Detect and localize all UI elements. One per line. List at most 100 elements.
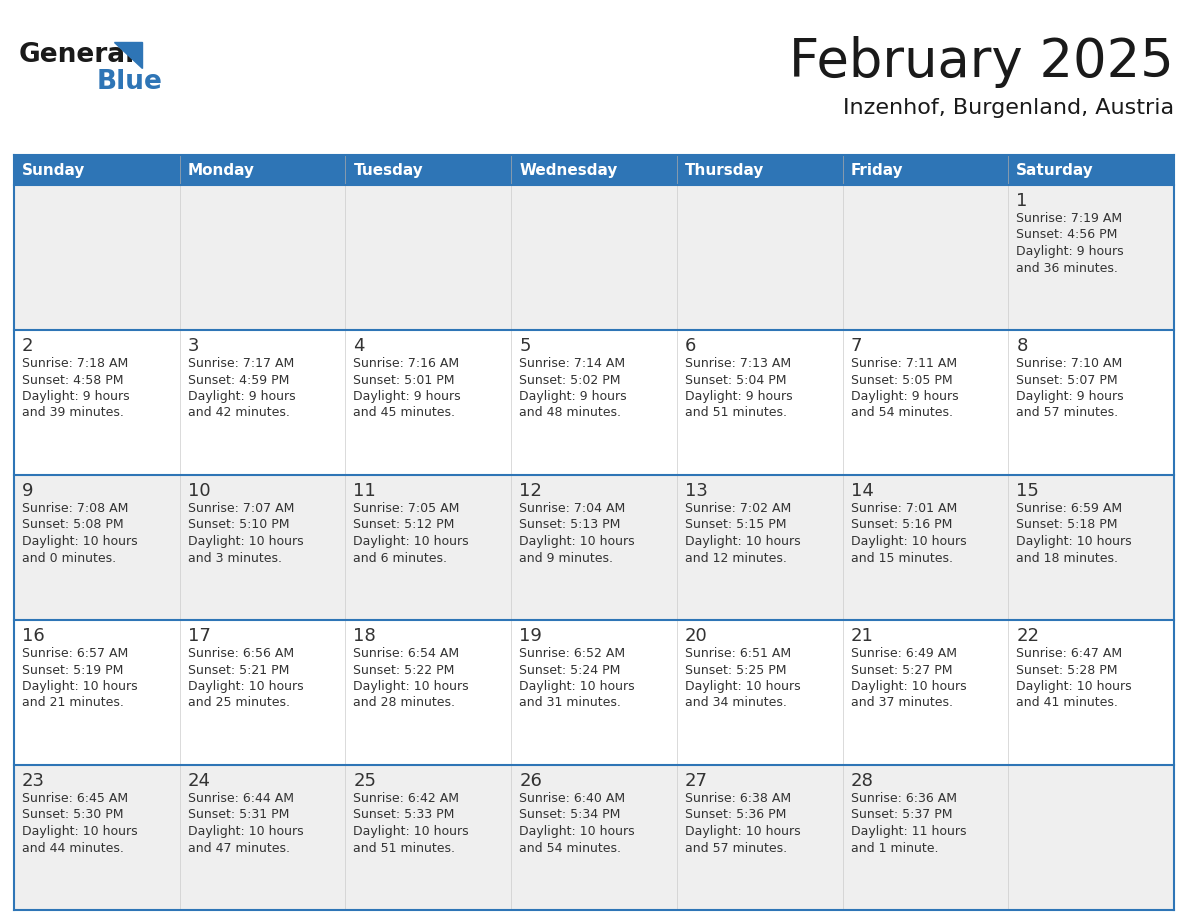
Text: Daylight: 9 hours: Daylight: 9 hours xyxy=(23,390,129,403)
Text: 18: 18 xyxy=(353,627,377,645)
Bar xyxy=(677,765,842,910)
Text: Daylight: 10 hours: Daylight: 10 hours xyxy=(684,680,801,693)
Bar xyxy=(14,765,179,910)
Bar xyxy=(842,475,1009,620)
Text: Sunset: 5:34 PM: Sunset: 5:34 PM xyxy=(519,809,620,822)
Text: 12: 12 xyxy=(519,482,542,500)
Text: Daylight: 10 hours: Daylight: 10 hours xyxy=(188,535,303,548)
Text: Daylight: 9 hours: Daylight: 9 hours xyxy=(188,390,296,403)
Text: 14: 14 xyxy=(851,482,873,500)
Polygon shape xyxy=(114,42,143,68)
Text: 13: 13 xyxy=(684,482,708,500)
Text: Sunset: 4:56 PM: Sunset: 4:56 PM xyxy=(1016,229,1118,241)
Text: 17: 17 xyxy=(188,627,210,645)
Text: Sunset: 5:31 PM: Sunset: 5:31 PM xyxy=(188,809,289,822)
Text: Daylight: 10 hours: Daylight: 10 hours xyxy=(1016,680,1132,693)
Text: 9: 9 xyxy=(23,482,33,500)
Text: Sunrise: 7:16 AM: Sunrise: 7:16 AM xyxy=(353,357,460,370)
Text: and 48 minutes.: and 48 minutes. xyxy=(519,407,621,420)
Text: Sunrise: 7:02 AM: Sunrise: 7:02 AM xyxy=(684,502,791,515)
Text: 6: 6 xyxy=(684,337,696,355)
Text: Sunset: 5:04 PM: Sunset: 5:04 PM xyxy=(684,374,786,386)
Text: 28: 28 xyxy=(851,772,873,790)
Text: Sunrise: 7:14 AM: Sunrise: 7:14 AM xyxy=(519,357,625,370)
Text: Sunrise: 7:04 AM: Sunrise: 7:04 AM xyxy=(519,502,625,515)
Text: Daylight: 10 hours: Daylight: 10 hours xyxy=(684,825,801,838)
Text: and 51 minutes.: and 51 minutes. xyxy=(353,842,455,855)
Text: 25: 25 xyxy=(353,772,377,790)
Text: 3: 3 xyxy=(188,337,200,355)
Text: and 42 minutes.: and 42 minutes. xyxy=(188,407,290,420)
Text: 27: 27 xyxy=(684,772,708,790)
Bar xyxy=(1009,765,1174,910)
Text: Sunset: 5:07 PM: Sunset: 5:07 PM xyxy=(1016,374,1118,386)
Text: and 54 minutes.: and 54 minutes. xyxy=(851,407,953,420)
Text: Wednesday: Wednesday xyxy=(519,162,618,177)
Text: and 3 minutes.: and 3 minutes. xyxy=(188,552,282,565)
Text: 24: 24 xyxy=(188,772,210,790)
Text: Daylight: 9 hours: Daylight: 9 hours xyxy=(1016,245,1124,258)
Text: and 39 minutes.: and 39 minutes. xyxy=(23,407,124,420)
Text: Daylight: 10 hours: Daylight: 10 hours xyxy=(188,825,303,838)
Text: Blue: Blue xyxy=(97,69,163,95)
Text: and 25 minutes.: and 25 minutes. xyxy=(188,697,290,710)
Text: 1: 1 xyxy=(1016,192,1028,210)
Text: Daylight: 10 hours: Daylight: 10 hours xyxy=(519,825,634,838)
Text: Sunrise: 6:52 AM: Sunrise: 6:52 AM xyxy=(519,647,625,660)
Text: Daylight: 10 hours: Daylight: 10 hours xyxy=(23,535,138,548)
Text: and 18 minutes.: and 18 minutes. xyxy=(1016,552,1118,565)
Bar xyxy=(1009,330,1174,475)
Text: Sunset: 4:58 PM: Sunset: 4:58 PM xyxy=(23,374,124,386)
Text: and 37 minutes.: and 37 minutes. xyxy=(851,697,953,710)
Text: Daylight: 10 hours: Daylight: 10 hours xyxy=(851,535,966,548)
Bar xyxy=(511,185,677,330)
Text: Daylight: 10 hours: Daylight: 10 hours xyxy=(23,825,138,838)
Text: 23: 23 xyxy=(23,772,45,790)
Text: Sunset: 5:22 PM: Sunset: 5:22 PM xyxy=(353,664,455,677)
Text: 11: 11 xyxy=(353,482,377,500)
Text: Sunrise: 6:44 AM: Sunrise: 6:44 AM xyxy=(188,792,293,805)
Text: Sunrise: 7:19 AM: Sunrise: 7:19 AM xyxy=(1016,212,1123,225)
Bar xyxy=(1009,620,1174,765)
Bar xyxy=(1009,185,1174,330)
Text: Sunset: 5:08 PM: Sunset: 5:08 PM xyxy=(23,519,124,532)
Text: Sunrise: 7:01 AM: Sunrise: 7:01 AM xyxy=(851,502,956,515)
Text: Sunset: 5:28 PM: Sunset: 5:28 PM xyxy=(1016,664,1118,677)
Text: Thursday: Thursday xyxy=(684,162,764,177)
Text: Sunrise: 6:49 AM: Sunrise: 6:49 AM xyxy=(851,647,956,660)
Text: Daylight: 9 hours: Daylight: 9 hours xyxy=(684,390,792,403)
Text: Sunset: 5:02 PM: Sunset: 5:02 PM xyxy=(519,374,620,386)
Text: and 28 minutes.: and 28 minutes. xyxy=(353,697,455,710)
Text: Daylight: 10 hours: Daylight: 10 hours xyxy=(23,680,138,693)
Text: Sunrise: 6:40 AM: Sunrise: 6:40 AM xyxy=(519,792,625,805)
Text: Sunset: 5:12 PM: Sunset: 5:12 PM xyxy=(353,519,455,532)
Bar xyxy=(14,185,179,330)
Bar xyxy=(14,330,179,475)
Text: and 36 minutes.: and 36 minutes. xyxy=(1016,262,1118,274)
Text: and 31 minutes.: and 31 minutes. xyxy=(519,697,621,710)
Text: Sunset: 5:01 PM: Sunset: 5:01 PM xyxy=(353,374,455,386)
Text: Daylight: 10 hours: Daylight: 10 hours xyxy=(684,535,801,548)
Text: and 21 minutes.: and 21 minutes. xyxy=(23,697,124,710)
Bar xyxy=(179,330,346,475)
Text: 19: 19 xyxy=(519,627,542,645)
Bar xyxy=(842,330,1009,475)
Text: Sunrise: 6:54 AM: Sunrise: 6:54 AM xyxy=(353,647,460,660)
Text: Sunrise: 6:45 AM: Sunrise: 6:45 AM xyxy=(23,792,128,805)
Bar xyxy=(511,765,677,910)
Text: Sunrise: 7:10 AM: Sunrise: 7:10 AM xyxy=(1016,357,1123,370)
Bar xyxy=(179,185,346,330)
Bar xyxy=(842,185,1009,330)
Text: Daylight: 10 hours: Daylight: 10 hours xyxy=(1016,535,1132,548)
Text: 5: 5 xyxy=(519,337,531,355)
Text: Sunset: 5:27 PM: Sunset: 5:27 PM xyxy=(851,664,952,677)
Text: 26: 26 xyxy=(519,772,542,790)
Text: Daylight: 10 hours: Daylight: 10 hours xyxy=(353,680,469,693)
Text: and 44 minutes.: and 44 minutes. xyxy=(23,842,124,855)
Text: Sunrise: 6:51 AM: Sunrise: 6:51 AM xyxy=(684,647,791,660)
Text: and 41 minutes.: and 41 minutes. xyxy=(1016,697,1118,710)
Text: Daylight: 10 hours: Daylight: 10 hours xyxy=(188,680,303,693)
Bar xyxy=(346,765,511,910)
Bar xyxy=(346,475,511,620)
Bar xyxy=(677,330,842,475)
